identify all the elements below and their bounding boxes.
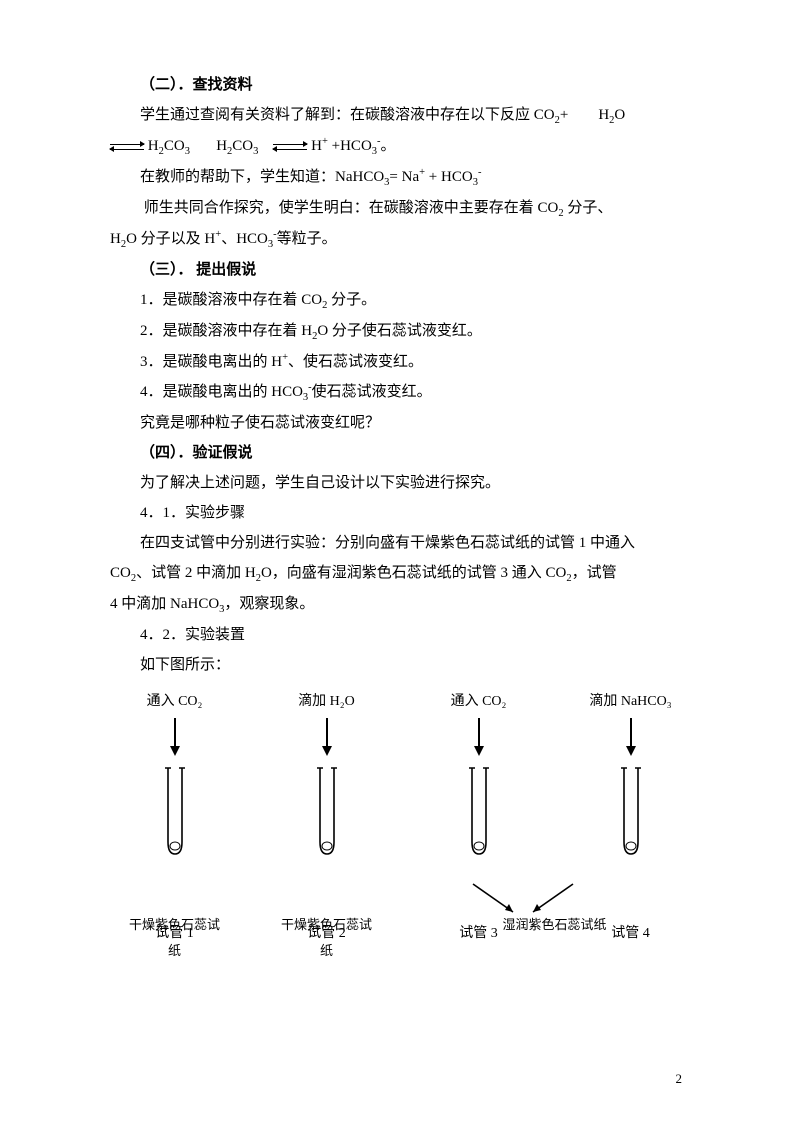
text: 1．是碳酸溶液中存在着 CO [140,292,322,308]
section-4-heading: （四）．验证假说 [110,438,695,468]
text: 学生通过查阅有关资料了解到：在碳酸溶液中存在以下反应 CO [140,107,555,123]
text: H [311,138,322,154]
sub-label-2: 干燥紫色石蕊试纸 [277,912,377,964]
paragraph-1b: H2CO3 H2CO3 H+ +HCO3-。 [110,131,695,162]
text: + HCO [429,169,473,185]
text: H [110,231,121,247]
text: 3．是碳酸电离出的 H [140,354,282,370]
experiment-diagram: 通入 CO₂ 滴加 H₂O 通入 CO₂ 滴加 NaHCO₃ [110,688,695,964]
test-tube-icon [277,766,377,858]
arrow-down-icon [429,716,529,758]
sub-label-1: 干燥紫色石蕊试纸 [125,912,225,964]
sub-label-3: 湿润紫色石蕊试纸 [429,912,681,964]
section-2-heading: （二）．查找资料 [110,70,695,100]
text: 4 中滴加 NaHCO [110,596,219,612]
hypothesis-question: 究竟是哪种粒子使石蕊试液变红呢？ [110,408,695,438]
equilibrium-arrow-icon [110,141,144,153]
text: O [614,107,625,123]
text: CO [110,565,131,581]
arrow-down-icon [277,716,377,758]
hypothesis-4: 4．是碳酸电离出的 HCO3-使石蕊试液变红。 [110,377,695,408]
text: ，试管 [572,565,617,581]
diagram-top-labels: 通入 CO₂ 滴加 H₂O 通入 CO₂ 滴加 NaHCO₃ [110,688,695,716]
s4-p2-line2: CO2、试管 2 中滴加 H2O，向盛有湿润紫色石蕊试纸的试管 3 通入 CO2… [110,558,695,589]
paragraph-4: H2O 分子以及 H+、HCO3-等粒子。 [110,224,695,255]
text: 、HCO [221,231,268,247]
text: O，向盛有湿润紫色石蕊试纸的试管 3 通入 CO [261,565,566,581]
text: 在教师的帮助下，学生知道：NaHCO [140,169,384,185]
hypothesis-1: 1．是碳酸溶液中存在着 CO2 分子。 [110,285,695,316]
arrow-down-icon [125,716,225,758]
arrow-down-icon [581,716,681,758]
diagram-tubes [110,766,695,858]
text: O 分子以及 H [126,231,215,247]
text: 分子。 [327,292,376,308]
text: ，观察现象。 [224,596,314,612]
text: CO [164,138,185,154]
text: 、试管 2 中滴加 H [136,565,256,581]
hypothesis-3: 3．是碳酸电离出的 H+、使石蕊试液变红。 [110,347,695,377]
page-number: 2 [676,1066,683,1092]
hypothesis-2: 2．是碳酸溶液中存在着 H2O 分子使石蕊试液变红。 [110,316,695,347]
top-label-1: 通入 CO₂ [125,688,225,716]
top-label-2: 滴加 H₂O [277,688,377,716]
test-tube-icon [125,766,225,858]
text: 使石蕊试液变红。 [312,384,432,400]
top-label-4: 滴加 NaHCO₃ [581,688,681,716]
text: 等粒子。 [277,231,337,247]
s4-h1: 4．1．实验步骤 [110,498,695,528]
equilibrium-arrow-icon [273,141,307,153]
document-page: （二）．查找资料 学生通过查阅有关资料了解到：在碳酸溶液中存在以下反应 CO2+… [0,0,800,1132]
test-tube-icon [581,766,681,858]
text: CO [232,138,253,154]
text: H [598,107,609,123]
section-3-heading: （三）． 提出假说 [110,255,695,285]
s4-p2-line1: 在四支试管中分别进行实验：分别向盛有干燥紫色石蕊试纸的试管 1 中通入 [110,528,695,558]
text: 师生共同合作探究，使学生明白：在碳酸溶液中主要存在着 CO [144,200,559,216]
s4-h2: 4．2．实验装置 [110,620,695,650]
text: 分子、 [564,200,613,216]
s4-p1: 为了解决上述问题，学生自己设计以下实验进行探究。 [110,468,695,498]
paragraph-3: 师生共同合作探究，使学生明白：在碳酸溶液中主要存在着 CO2 分子、 [110,193,695,224]
text: 4．是碳酸电离出的 HCO [140,384,303,400]
paragraph-2: 在教师的帮助下，学生知道：NaHCO3= Na+ + HCO3- [110,162,695,193]
text: = Na [389,169,419,185]
paragraph-1: 学生通过查阅有关资料了解到：在碳酸溶液中存在以下反应 CO2+ H2O [110,100,695,131]
s4-p3: 如下图所示： [110,650,695,680]
text: H [216,138,227,154]
top-label-3: 通入 CO₂ [429,688,529,716]
s4-p2-line3: 4 中滴加 NaHCO3，观察现象。 [110,589,695,620]
diagram-arrows [110,716,695,758]
test-tube-icon [429,766,529,858]
text: O 分子使石蕊试液变红。 [317,323,482,339]
text: +HCO [332,138,372,154]
text: 。 [381,138,396,154]
text: 2．是碳酸溶液中存在着 H [140,323,312,339]
text: H [148,138,159,154]
text: 、使石蕊试液变红。 [288,354,423,370]
diagram-sub-labels: 干燥紫色石蕊试纸 干燥紫色石蕊试纸 湿润紫色石蕊试纸 [110,912,695,964]
